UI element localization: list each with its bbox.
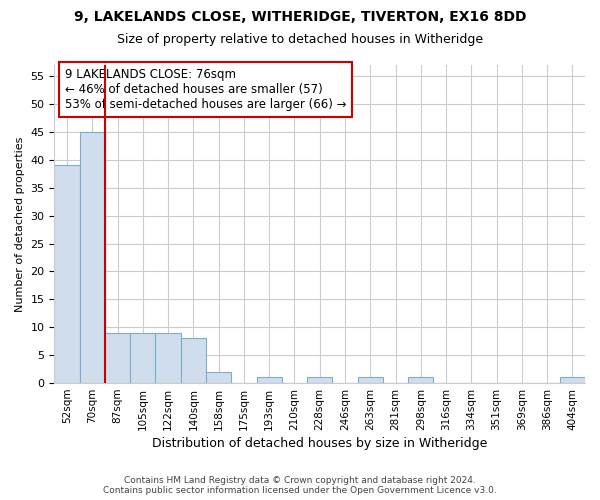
Bar	[358, 378, 383, 383]
Text: 9, LAKELANDS CLOSE, WITHERIDGE, TIVERTON, EX16 8DD: 9, LAKELANDS CLOSE, WITHERIDGE, TIVERTON…	[74, 10, 526, 24]
Bar	[105, 333, 130, 383]
Text: Size of property relative to detached houses in Witheridge: Size of property relative to detached ho…	[117, 32, 483, 46]
Bar	[80, 132, 105, 383]
Bar	[257, 378, 282, 383]
Y-axis label: Number of detached properties: Number of detached properties	[15, 136, 25, 312]
Bar	[307, 378, 332, 383]
Bar	[181, 338, 206, 383]
Bar	[130, 333, 155, 383]
Bar	[155, 333, 181, 383]
Bar	[55, 166, 80, 383]
Text: Contains HM Land Registry data © Crown copyright and database right 2024.
Contai: Contains HM Land Registry data © Crown c…	[103, 476, 497, 495]
Text: 9 LAKELANDS CLOSE: 76sqm
← 46% of detached houses are smaller (57)
53% of semi-d: 9 LAKELANDS CLOSE: 76sqm ← 46% of detach…	[65, 68, 347, 111]
X-axis label: Distribution of detached houses by size in Witheridge: Distribution of detached houses by size …	[152, 437, 487, 450]
Bar	[560, 378, 585, 383]
Bar	[408, 378, 433, 383]
Bar	[206, 372, 231, 383]
